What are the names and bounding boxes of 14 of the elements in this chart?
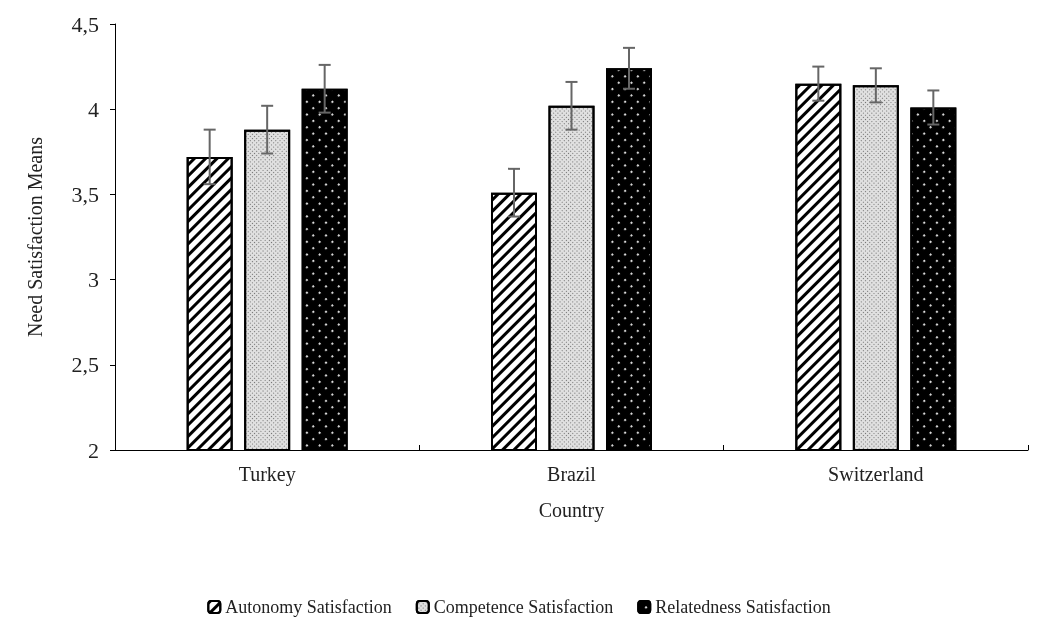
y-axis-title: Need Satisfaction Means [24,136,46,337]
y-tick-label: 3,5 [71,181,99,207]
legend-label: Competence Satisfaction [433,597,614,617]
legend-label: Autonomy Satisfaction [225,597,392,617]
x-axis-title: Country [538,499,605,522]
legend-label: Relatedness Satisfaction [655,597,831,617]
y-tick-label: 4,5 [71,11,99,37]
y-tick-label: 2,5 [71,352,99,378]
y-tick-label: 2 [88,437,99,463]
x-tick-label: Brazil [547,463,597,485]
y-tick-label: 3 [88,267,99,293]
x-tick-label: Turkey [238,463,296,486]
x-tick-label: Switzerland [828,463,924,485]
y-tick-label: 4 [88,96,99,122]
